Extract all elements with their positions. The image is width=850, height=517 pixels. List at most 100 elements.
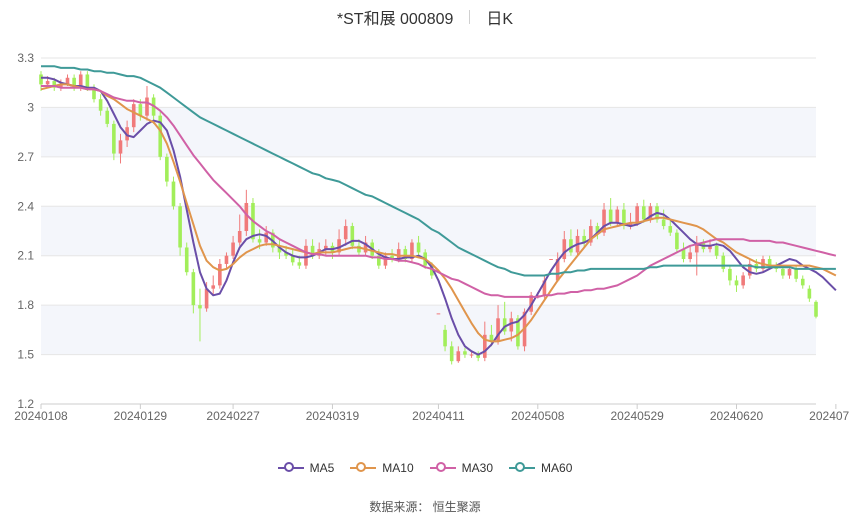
y-tick-label: 2.4 [17,199,34,213]
candle-body [112,123,116,154]
candle-body [178,206,182,248]
candle-body [582,235,586,243]
candle-body [118,140,123,154]
legend-label: MA5 [309,461,335,475]
candle-body [681,249,686,260]
candle-body [396,249,401,260]
candle-body [304,245,308,266]
legend-item-ma60[interactable]: MA60 [509,461,572,475]
candle-body [264,232,269,243]
candle-body [482,334,487,358]
candle-body [98,99,103,111]
candle-body [728,268,732,281]
grid-band [41,107,816,157]
candle-body [449,346,454,362]
legend-item-ma5[interactable]: MA5 [277,461,335,475]
candle-body [721,255,726,269]
candle-body [456,351,461,362]
candle-body [297,262,302,266]
legend-label: MA10 [382,461,414,475]
candle-body [171,181,176,207]
x-tick-label: 20240129 [114,409,168,423]
candle-body [363,242,368,253]
candle-body [257,239,262,243]
data-source: 数据来源： 恒生聚源 [369,500,481,514]
candle-body [741,275,745,286]
candle-body [277,247,282,253]
candle-body [562,239,567,260]
candle-body [555,259,560,281]
candle-body [549,259,553,261]
candle-body [65,77,70,85]
y-tick-label: 2.7 [17,150,34,164]
candle-body [443,329,447,347]
y-tick-label: 1.2 [17,397,34,411]
chart-title: *ST和展 000809 日K [0,4,850,30]
candle-body [403,249,408,260]
candle-body [734,280,739,286]
legend-item-ma10[interactable]: MA10 [350,461,414,475]
candle-body [237,231,242,243]
candle-body [509,318,514,332]
candle-body [343,226,348,240]
x-tick-label: 20240620 [710,409,764,423]
candle-body [218,263,222,286]
candle-body [635,206,639,223]
candle-body [383,255,388,266]
candle-body [430,265,434,276]
candle-body [747,263,752,276]
candle-body [52,81,57,88]
candle-body [145,97,149,116]
grid-band [41,206,816,256]
candle-body [59,84,63,88]
legend-label: MA30 [461,461,494,475]
grid-band [41,305,816,355]
x-tick-label: 20240529 [610,409,664,423]
candle-body [463,351,467,355]
candle-body [390,255,394,260]
candle-body [410,242,414,260]
candle-body [224,255,229,264]
candle-body [714,245,719,256]
candle-body [708,245,712,250]
candle-body [211,285,216,289]
candle-body [92,87,96,100]
candle-body [244,202,249,231]
x-tick-label: 20240710 [809,409,850,423]
candle-body [535,295,540,297]
candle-body [469,354,474,356]
ma10-line [40,83,837,343]
candle-body [675,232,679,250]
candle-body [496,318,500,342]
ma30-line [41,85,837,298]
period-label[interactable]: 日K [486,11,514,28]
ma5-line [41,76,837,356]
candle-body [615,209,620,223]
candle-body [800,278,805,286]
x-tick-label: 20240319 [306,409,360,423]
chart-legend: MA5 MA10 MA30 MA60 [0,458,850,478]
legend-item-ma30[interactable]: MA30 [429,461,494,475]
y-tick-label: 3.3 [17,51,34,65]
legend-label: MA60 [541,461,573,475]
candle-body [688,252,692,260]
x-tick-label: 20240108 [14,409,68,423]
candle-body [138,104,143,116]
candle-body [324,245,328,250]
candle-body [290,255,295,263]
candle-body [105,110,110,124]
candle-body [158,115,163,157]
candle-body [661,219,666,227]
candle-body [814,301,818,317]
candle-body [622,209,626,227]
candle-body [284,252,288,256]
x-tick-label: 20240411 [412,409,465,423]
candle-body [45,81,50,85]
candle-body [436,313,441,315]
candle-body [377,255,381,266]
candle-body [416,242,421,253]
legend-marker-icon [429,462,456,474]
candle-body [628,222,633,227]
candle-body [502,318,507,332]
candlestick-chart: 1.2 1.5 1.8 2.1 2.4 2.7 3 3.3 20240108 20240129 20… [14,51,850,423]
